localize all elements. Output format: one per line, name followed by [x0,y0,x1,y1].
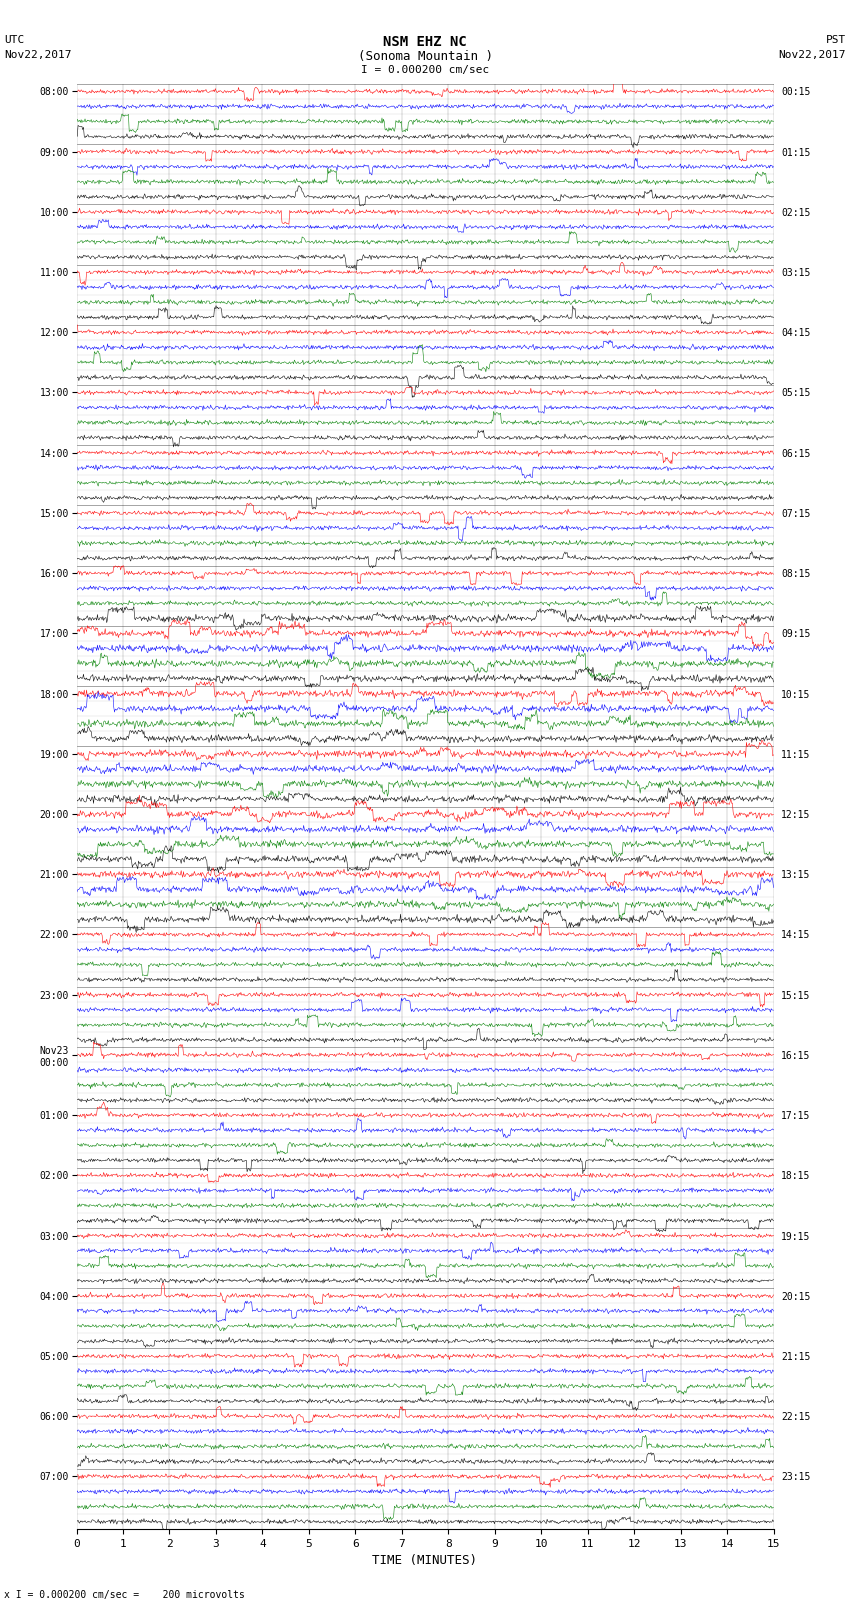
X-axis label: TIME (MINUTES): TIME (MINUTES) [372,1555,478,1568]
Text: x I = 0.000200 cm/sec =    200 microvolts: x I = 0.000200 cm/sec = 200 microvolts [4,1590,245,1600]
Text: (Sonoma Mountain ): (Sonoma Mountain ) [358,50,492,63]
Text: I = 0.000200 cm/sec: I = 0.000200 cm/sec [361,65,489,74]
Text: PST: PST [825,35,846,45]
Text: Nov22,2017: Nov22,2017 [4,50,71,60]
Text: UTC: UTC [4,35,25,45]
Text: Nov22,2017: Nov22,2017 [779,50,846,60]
Text: NSM EHZ NC: NSM EHZ NC [383,35,467,50]
